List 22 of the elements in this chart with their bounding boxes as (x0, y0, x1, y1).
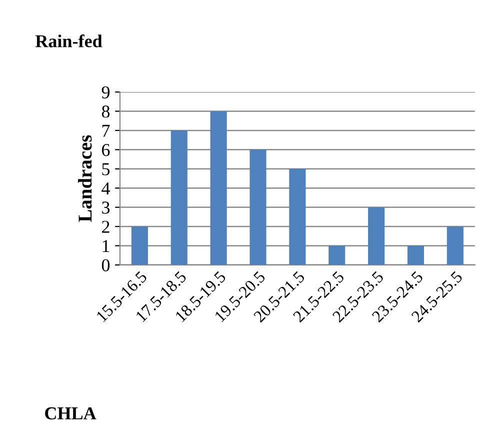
y-tick-label: 1 (102, 240, 110, 252)
y-tick-label: 6 (102, 144, 110, 156)
bar (407, 246, 424, 265)
bar (210, 111, 227, 265)
y-tick-label: 4 (102, 182, 110, 194)
y-tick-label: 5 (102, 163, 110, 176)
bar (328, 246, 346, 265)
bar (289, 168, 306, 265)
y-tick-label: 2 (102, 220, 110, 233)
bar (170, 130, 188, 265)
y-tick-label: 7 (102, 124, 110, 137)
bar (131, 226, 148, 265)
y-tick-label: 8 (102, 105, 110, 118)
bar (446, 226, 464, 265)
y-axis-title: Landraces (78, 135, 92, 222)
bar (250, 150, 266, 265)
y-tick-label: 0 (102, 259, 110, 272)
y-tick-label: 9 (102, 86, 110, 98)
x-axis-title: CHLA (45, 407, 96, 420)
y-tick-label: 3 (102, 202, 110, 214)
chart-title: Rain-fed (35, 34, 102, 48)
bar (368, 207, 385, 265)
